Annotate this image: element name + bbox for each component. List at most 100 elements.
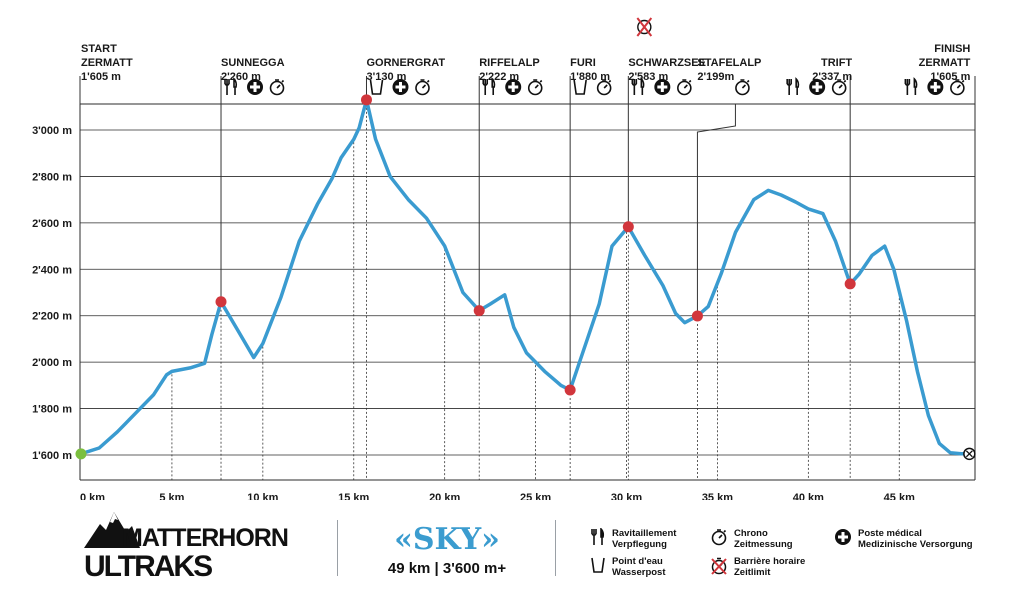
checkpoint-name: FINISH (934, 43, 970, 55)
legend-label-line: Verpflegung (612, 539, 667, 550)
legend-label-line: Chrono (734, 528, 768, 539)
medical-cross (395, 82, 406, 92)
legend-label-line: Point d'eau (612, 556, 663, 567)
chrono-icon (711, 529, 727, 546)
chrono-icon (950, 80, 965, 96)
x-tick-label: 25 km (520, 492, 551, 500)
legend-label-line: Ravitaillement (612, 528, 677, 539)
water-cup-icon (573, 79, 587, 95)
y-tick-label: 2'400 m (32, 264, 72, 276)
checkpoint-label-4: FURI 1'880 m (570, 57, 612, 96)
checkpoint-name: SCHWARZSEE (628, 57, 706, 69)
checkpoint-markers (75, 94, 976, 461)
x-tick-label: 10 km (247, 492, 278, 500)
chrono-icon (415, 80, 430, 96)
x-tick-label: 5 km (159, 492, 184, 500)
y-tick-label: 2'200 m (32, 311, 72, 323)
medical-icon (835, 529, 851, 545)
checkpoint-name: RIFFELALP (479, 57, 539, 69)
checkpoint-labels: START ZERMATT 1'605 m SUNNEGGA 2'260 m GORNER… (81, 17, 971, 96)
legend-item-water: Point d'eau Wasserpost (590, 556, 666, 578)
legend-label-line: Poste médical (858, 528, 922, 539)
water-cup-icon (591, 557, 605, 573)
checkpoint-altitude: 2'583 m (628, 71, 668, 83)
water-cup-icon (369, 79, 384, 95)
x-tick-label: 15 km (338, 492, 369, 500)
checkpoint-guides (79, 76, 976, 480)
finish-flag-pattern (965, 450, 973, 458)
checkpoint-leader-line (696, 104, 736, 316)
race-name: «SKY» (394, 522, 500, 557)
logo-line-1: MATTERHORN (122, 524, 289, 552)
chrono-icon (677, 80, 692, 96)
chrono-hands (420, 79, 430, 89)
x-tick-label: 20 km (429, 492, 460, 500)
checkpoint-name: ZERMATT (919, 57, 971, 69)
checkpoint-altitude: 2'199m (697, 71, 734, 83)
cutoff-icon (637, 19, 652, 35)
elevation-profile-line (79, 98, 971, 456)
checkpoint-marker (844, 278, 856, 290)
medical-cross (930, 82, 941, 92)
checkpoint-label-3: RIFFELALP 2'222 m (479, 57, 543, 96)
checkpoint-marker (215, 296, 227, 308)
footer-divider-left (337, 520, 338, 576)
legend-label-line: Barrière horaire (734, 556, 806, 567)
checkpoint-label-8: FINISH ZERMATT 1'605 m (904, 43, 971, 96)
checkpoint-marker (473, 305, 485, 317)
matterhorn-ultraks-logo: MATTERHORN ULTRAKS (82, 510, 322, 592)
start-marker (75, 448, 87, 460)
chrono-hands (837, 79, 847, 89)
chrono-icon (596, 80, 612, 96)
medical-cross (250, 82, 261, 92)
chrono-icon (269, 80, 285, 96)
elevation-profile-chart: 1'600 m 1'800 m 2'000 m 2'200 m 2'400 m 2'600… (32, 17, 976, 500)
checkpoint-altitude: 3'130 m (366, 71, 406, 83)
checkpoint-altitude: 1'605 m (81, 71, 121, 83)
legend-item-chrono: Chrono Zeitmessung (710, 528, 793, 550)
checkpoint-name: TRIFT (821, 57, 852, 69)
footer-divider-right (555, 520, 556, 576)
chart-grid (79, 103, 976, 481)
checkpoint-label-0: START ZERMATT 1'605 m (81, 43, 133, 83)
chrono-icon (831, 80, 847, 96)
y-tick-label: 1'800 m (32, 404, 72, 416)
y-tick-label: 1'600 m (32, 450, 72, 462)
checkpoint-name: GORNERGRAT (366, 57, 445, 69)
chrono-hands (955, 79, 965, 89)
chrono-icon (735, 80, 750, 96)
checkpoint-marker (691, 310, 703, 322)
medical-cross (508, 82, 519, 92)
checkpoint-name: SUNNEGGA (221, 57, 285, 69)
checkpoint-name: START (81, 43, 117, 55)
fork-knife-icon (482, 77, 496, 95)
legend-label-line: Medizinische Versorgung (858, 539, 973, 550)
chrono-hands (275, 79, 285, 89)
checkpoint-altitude: 1'880 m (570, 71, 610, 83)
checkpoint-altitude: 2'222 m (479, 71, 519, 83)
checkpoint-altitude: 2'260 m (221, 71, 261, 83)
x-tick-label: 35 km (702, 492, 733, 500)
fork-knife-icon (631, 77, 645, 95)
checkpoint-altitude: 2'337 m (812, 71, 852, 83)
x-tick-label: 40 km (793, 492, 824, 500)
fork-knife-icon (786, 77, 800, 95)
medical-cross (812, 82, 823, 92)
y-tick-label: 2'000 m (32, 357, 72, 369)
chrono-hands (682, 79, 692, 89)
y-tick-label: 3'000 m (32, 125, 72, 137)
y-tick-label: 2'600 m (32, 218, 72, 230)
checkpoint-label-2: GORNERGRAT 3'130 m (366, 57, 445, 96)
checkpoint-label-6: STAFELALP 2'199m (697, 57, 761, 96)
medical-cross (657, 82, 668, 92)
x-axis-labels: 0 km 5 km 10 km 15 km 20 km 25 km 30 km 35 km 40… (80, 492, 915, 500)
checkpoint-marker (360, 94, 372, 106)
checkpoint-label-5: SCHWARZSEE 2'583 m (628, 17, 706, 96)
x-tick-label: 0 km (80, 492, 105, 500)
chrono-hands (533, 79, 543, 89)
cutoff-cross (636, 17, 653, 37)
fork-knife-icon (904, 77, 918, 95)
fork-knife-icon (224, 77, 238, 95)
x-tick-label: 30 km (611, 492, 642, 500)
chrono-hands (740, 79, 750, 89)
